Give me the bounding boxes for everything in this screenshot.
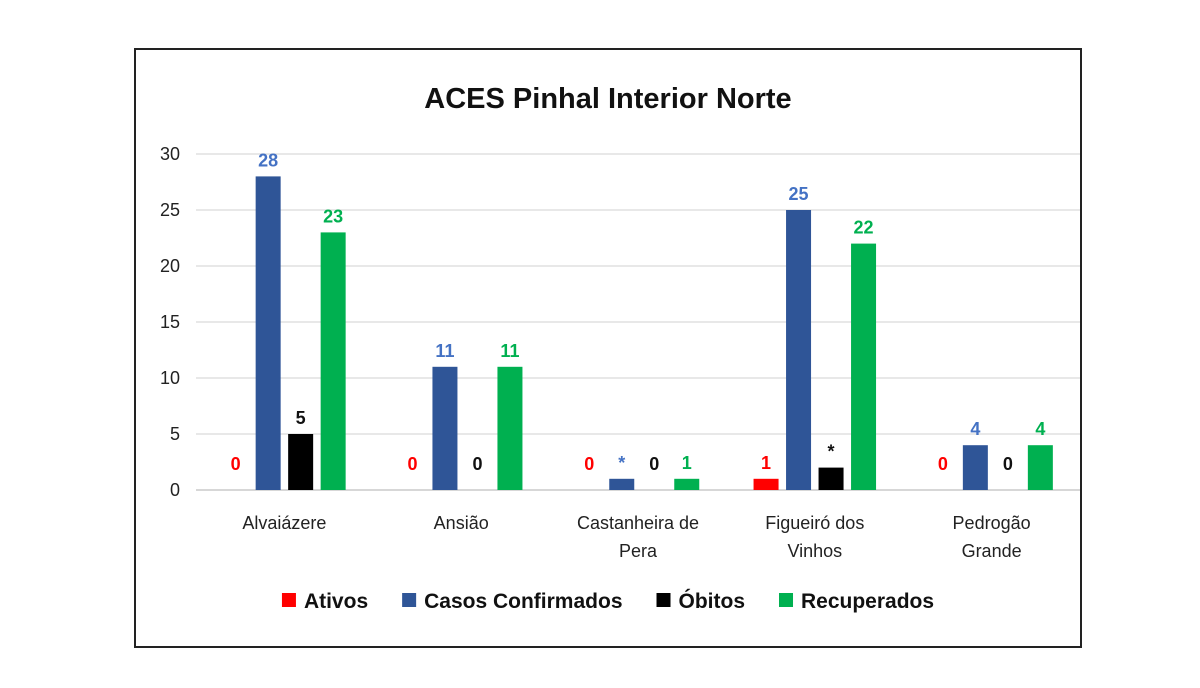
data-label: *	[828, 442, 835, 462]
chart-title: ACES Pinhal Interior Norte	[424, 83, 791, 115]
bar	[674, 478, 700, 490]
y-tick-label: 30	[160, 144, 180, 164]
y-axis-ticks: 0 5 10 15 20 25 30	[160, 144, 180, 500]
bar	[962, 445, 988, 490]
bar	[432, 366, 458, 490]
data-label: 4	[1035, 419, 1045, 439]
legend: Ativos Casos Confirmados Óbitos Recuperados	[281, 589, 934, 613]
data-label: *	[618, 453, 625, 473]
x-axis-categories: Alvaiázere Ansião Castanheira de Pera Figuei…	[242, 513, 1030, 561]
data-label: 1	[682, 453, 692, 473]
data-label: 22	[854, 218, 874, 238]
data-label: 11	[435, 341, 454, 361]
bar-chart: ACES Pinhal Interior Norte 051015202530 …	[160, 83, 1080, 613]
legend-swatch	[779, 593, 794, 607]
legend-swatch	[281, 593, 296, 607]
category-label: Castanheira de	[577, 513, 699, 533]
data-label: 28	[258, 150, 278, 170]
legend-label: Ativos	[304, 590, 368, 613]
bars	[255, 176, 1053, 490]
legend-swatch	[656, 593, 671, 607]
bar	[320, 232, 346, 490]
y-tick-label: 10	[160, 368, 180, 388]
data-label: 0	[938, 454, 948, 474]
data-label: 0	[407, 454, 417, 474]
data-label: 0	[1003, 454, 1013, 474]
data-label: 0	[472, 454, 482, 474]
data-label: 0	[231, 454, 241, 474]
category-label: Grande	[962, 541, 1022, 561]
category-label: Ansião	[434, 513, 489, 533]
bar	[497, 366, 523, 490]
bar	[786, 210, 812, 490]
bar	[288, 434, 314, 490]
data-label: 11	[500, 341, 519, 361]
category-label: Alvaiázere	[242, 513, 326, 533]
bar	[851, 243, 877, 490]
bar	[753, 478, 779, 490]
y-tick-label: 5	[170, 424, 180, 444]
legend-label: Recuperados	[801, 590, 934, 613]
category-label: Figueiró dos	[765, 513, 864, 533]
data-label: 25	[789, 184, 809, 204]
category-label: Vinhos	[787, 541, 842, 561]
y-tick-label: 25	[160, 200, 180, 220]
bar	[818, 467, 844, 490]
data-label: 5	[296, 408, 306, 428]
category-label: Pedrogão	[953, 513, 1031, 533]
chart-frame: ACES Pinhal Interior Norte 0 5 10 15 20 25 30 …	[134, 48, 1082, 648]
data-label: 4	[970, 419, 980, 439]
bar	[609, 478, 635, 490]
legend-swatch	[402, 593, 417, 607]
legend-label: Óbitos	[679, 589, 746, 613]
y-tick-label: 20	[160, 256, 180, 276]
data-label: 23	[323, 206, 343, 226]
legend-label: Casos Confirmados	[424, 590, 622, 613]
bar	[255, 176, 281, 490]
data-label: 0	[584, 454, 594, 474]
category-label: Pera	[619, 541, 658, 561]
data-label: 1	[761, 453, 771, 473]
data-label: 0	[649, 454, 659, 474]
bar	[1027, 445, 1053, 490]
y-tick-label: 15	[160, 312, 180, 332]
y-tick-label: 0	[170, 480, 180, 500]
